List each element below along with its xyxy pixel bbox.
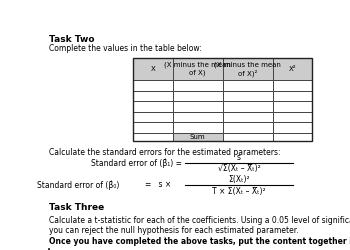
- Bar: [223, 112, 273, 122]
- Text: Task Two: Task Two: [49, 35, 94, 44]
- Bar: [223, 122, 273, 133]
- Bar: [273, 122, 312, 133]
- Text: Calculate a t-statistic for each of the coefficients. Using a 0.05 level of sign: Calculate a t-statistic for each of the …: [49, 216, 350, 225]
- Bar: [173, 122, 223, 133]
- Bar: [133, 91, 173, 101]
- Bar: [273, 91, 312, 101]
- Text: Once you have completed the above tasks, put the content together in a narrative: Once you have completed the above tasks,…: [49, 237, 350, 246]
- Text: (X minus the mean
of X): (X minus the mean of X): [164, 62, 231, 76]
- Bar: [173, 112, 223, 122]
- Bar: [273, 112, 312, 122]
- Text: =   s ×: = s ×: [145, 180, 171, 190]
- Bar: [133, 112, 173, 122]
- Text: Standard error of (β̂₀): Standard error of (β̂₀): [37, 180, 120, 190]
- Bar: [133, 133, 173, 141]
- Bar: [273, 133, 312, 141]
- Text: Sum: Sum: [190, 134, 205, 140]
- Text: s: s: [237, 153, 241, 162]
- Bar: [223, 91, 273, 101]
- Bar: [133, 122, 173, 133]
- Bar: [133, 101, 173, 112]
- Bar: [173, 80, 223, 91]
- Text: √Σ(Xₜ – X̅ₜ)²: √Σ(Xₜ – X̅ₜ)²: [218, 164, 260, 173]
- Bar: [223, 133, 273, 141]
- Bar: [173, 101, 223, 112]
- Text: Standard error of (β̂₁) =: Standard error of (β̂₁) =: [91, 158, 182, 168]
- Bar: [273, 80, 312, 91]
- Text: X²: X²: [289, 66, 296, 72]
- Text: T × Σ(Xₜ – X̅ₜ)²: T × Σ(Xₜ – X̅ₜ)²: [212, 186, 266, 196]
- Bar: [223, 80, 273, 91]
- Text: you can reject the null hypothesis for each estimated parameter.: you can reject the null hypothesis for e…: [49, 226, 299, 235]
- Text: Calculate the standard errors for the estimated parameters:: Calculate the standard errors for the es…: [49, 148, 281, 158]
- Text: Σ(Xₜ)²: Σ(Xₜ)²: [228, 175, 250, 184]
- Bar: [173, 133, 223, 141]
- Text: (X minus the mean
of X)²: (X minus the mean of X)²: [215, 62, 281, 76]
- Text: Complete the values in the table below:: Complete the values in the table below:: [49, 44, 202, 54]
- Bar: [273, 101, 312, 112]
- Text: Task Three: Task Three: [49, 203, 104, 212]
- Bar: [223, 101, 273, 112]
- Bar: [173, 91, 223, 101]
- Text: X: X: [150, 66, 155, 72]
- Bar: [133, 80, 173, 91]
